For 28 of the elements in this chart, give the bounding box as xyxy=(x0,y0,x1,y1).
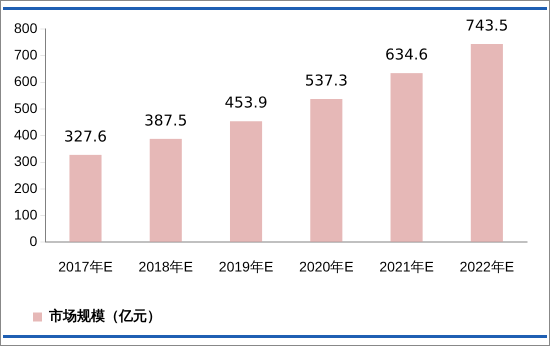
y-tick-label: 300 xyxy=(14,153,38,170)
data-label: 453.9 xyxy=(224,94,268,112)
y-tick-label: 800 xyxy=(14,20,38,36)
x-tick-label: 2022年E xyxy=(460,258,514,274)
y-tick-label: 700 xyxy=(14,46,38,63)
y-tick-label: 400 xyxy=(14,126,38,142)
data-label: 537.3 xyxy=(304,71,348,90)
x-tick-label: 2020年E xyxy=(299,258,354,274)
y-tick-label: 500 xyxy=(14,100,38,116)
bar xyxy=(310,99,342,242)
data-label: 387.5 xyxy=(144,111,188,130)
bar xyxy=(150,138,182,242)
y-tick-label: 0 xyxy=(30,233,38,250)
data-label: 634.6 xyxy=(385,45,428,64)
legend-label: 市场规模（亿元） xyxy=(48,308,161,325)
x-tick-label: 2021年E xyxy=(379,258,434,274)
y-tick-label: 100 xyxy=(14,206,38,222)
data-label: 327.6 xyxy=(64,127,107,146)
y-tick-label: 600 xyxy=(14,73,38,90)
x-tick-label: 2019年E xyxy=(218,258,274,274)
x-tick-label: 2018年E xyxy=(138,258,194,274)
bar xyxy=(470,44,503,242)
data-label: 743.5 xyxy=(465,16,508,34)
bar xyxy=(69,154,102,242)
y-tick-label: 200 xyxy=(14,180,38,196)
bar xyxy=(230,121,262,242)
bar xyxy=(390,73,423,242)
x-tick-label: 2017年E xyxy=(58,258,113,274)
